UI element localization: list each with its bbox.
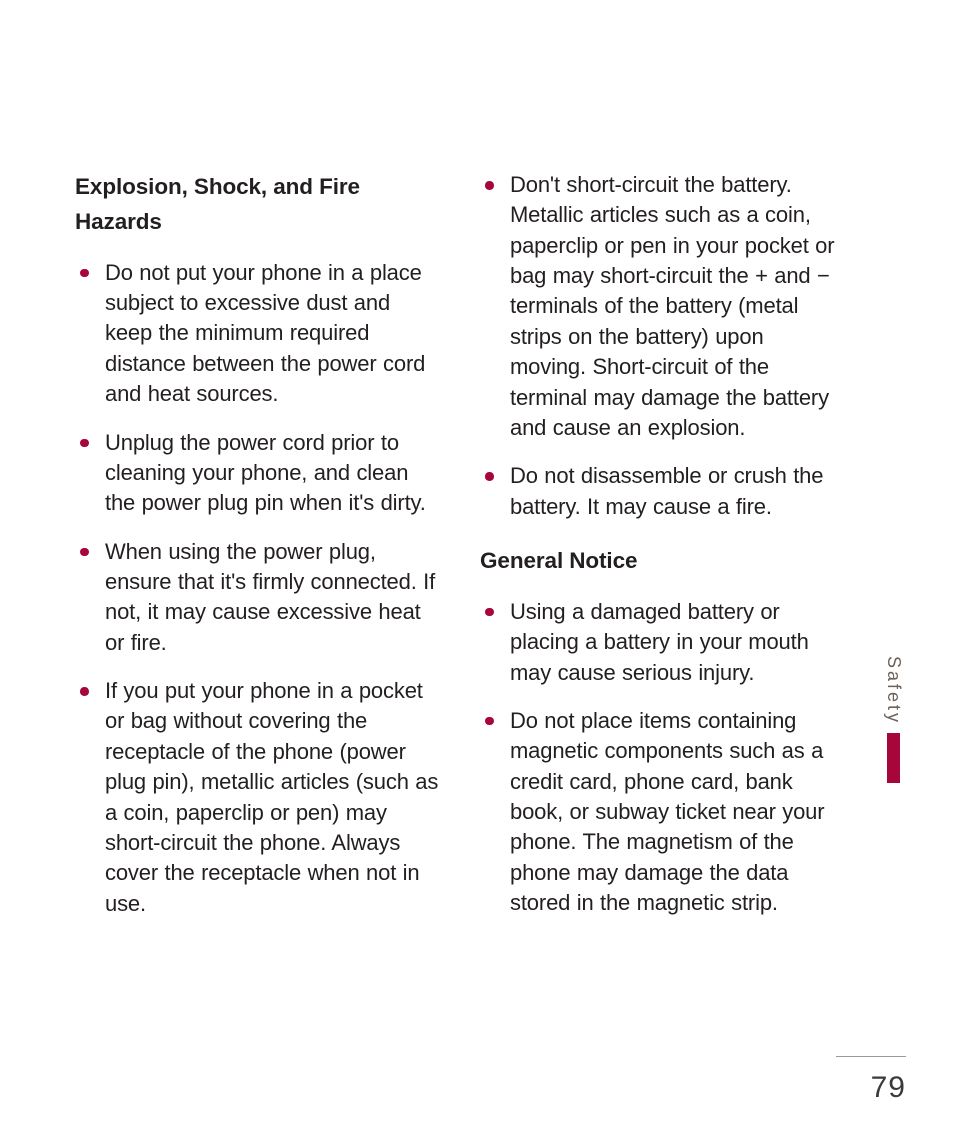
list-item: When using the power plug, ensure that i…: [75, 537, 440, 658]
bullet-list-explosion-right: Don't short-circuit the battery. Metalli…: [480, 170, 835, 522]
left-column: Explosion, Shock, and Fire Hazards Do no…: [75, 170, 440, 937]
page-number: 79: [836, 1071, 906, 1105]
section-side-tab: Safety: [883, 656, 904, 783]
side-tab-label: Safety: [883, 656, 904, 725]
bullet-list-general: Using a damaged battery or placing a bat…: [480, 597, 835, 919]
manual-page: Explosion, Shock, and Fire Hazards Do no…: [0, 0, 954, 1145]
two-column-layout: Explosion, Shock, and Fire Hazards Do no…: [75, 170, 864, 937]
list-item: Do not place items containing magnetic c…: [480, 706, 835, 919]
list-item: Do not disassemble or crush the battery.…: [480, 461, 835, 522]
right-column: Don't short-circuit the battery. Metalli…: [480, 170, 835, 937]
list-item: Don't short-circuit the battery. Metalli…: [480, 170, 835, 443]
list-item: Do not put your phone in a place subject…: [75, 258, 440, 410]
section-heading-general: General Notice: [480, 544, 835, 579]
page-footer: 79: [836, 1056, 906, 1105]
list-item: Unplug the power cord prior to cleaning …: [75, 428, 440, 519]
list-item: Using a damaged battery or placing a bat…: [480, 597, 835, 688]
bullet-list-explosion-left: Do not put your phone in a place subject…: [75, 258, 440, 919]
section-heading-explosion: Explosion, Shock, and Fire Hazards: [75, 170, 440, 240]
side-tab-bar: [887, 733, 900, 783]
section-general-notice: General Notice Using a damaged battery o…: [480, 544, 835, 918]
list-item: If you put your phone in a pocket or bag…: [75, 676, 440, 919]
footer-rule: [836, 1056, 906, 1057]
